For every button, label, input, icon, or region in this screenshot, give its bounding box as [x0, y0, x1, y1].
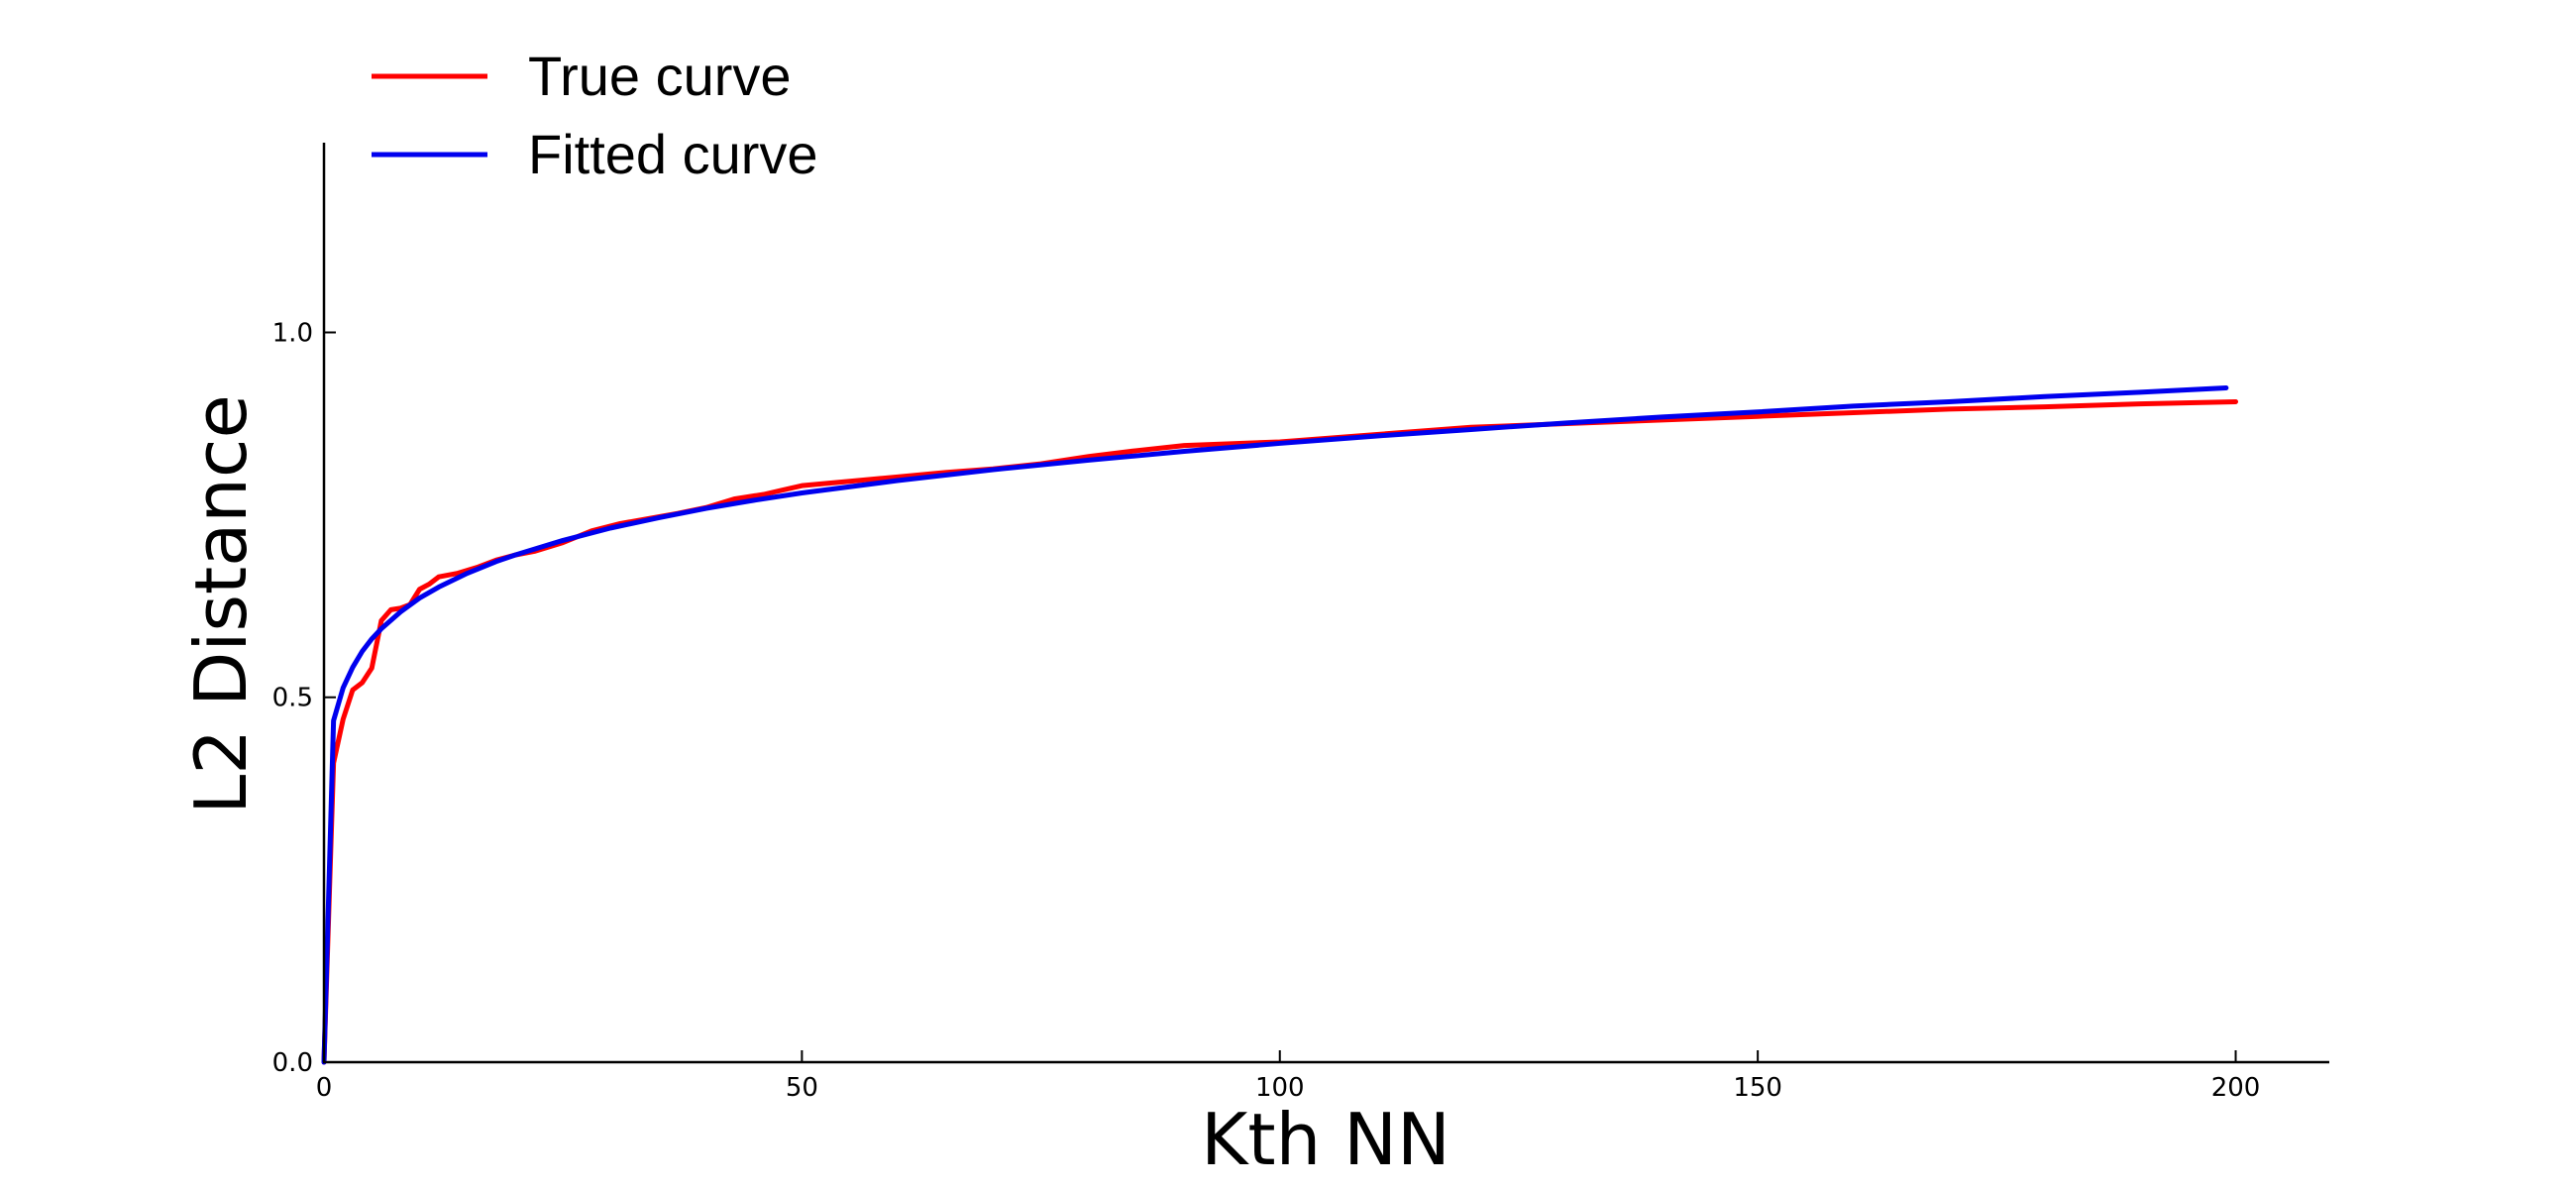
y-tick-label: 0.0: [272, 1048, 313, 1078]
y-ticks: 0.0 0.5 1.0: [272, 318, 336, 1078]
legend-label-true-curve: True curve: [528, 45, 792, 107]
x-tick-label: 150: [1733, 1073, 1782, 1103]
y-axis-label: L2 Distance: [179, 394, 263, 814]
legend: True curve Fitted curve: [372, 45, 818, 185]
y-tick-label: 0.5: [272, 684, 313, 713]
x-tick-label: 200: [2211, 1073, 2261, 1103]
series-line-fitted-curve: [321, 384, 2229, 1065]
legend-label-fitted-curve: Fitted curve: [528, 123, 818, 185]
axes-layer: [322, 143, 2329, 1064]
x-axis-label: Kth NN: [1201, 1098, 1450, 1181]
series-layer: [321, 384, 2239, 1065]
x-tick-label: 0: [316, 1073, 333, 1103]
x-tick-label: 50: [786, 1073, 818, 1103]
x-ticks: 0 50 100 150 200: [316, 1050, 2261, 1103]
y-tick-label: 1.0: [272, 318, 313, 348]
series-line-true-curve: [321, 398, 2239, 1065]
x-tick-label: 100: [1255, 1073, 1305, 1103]
